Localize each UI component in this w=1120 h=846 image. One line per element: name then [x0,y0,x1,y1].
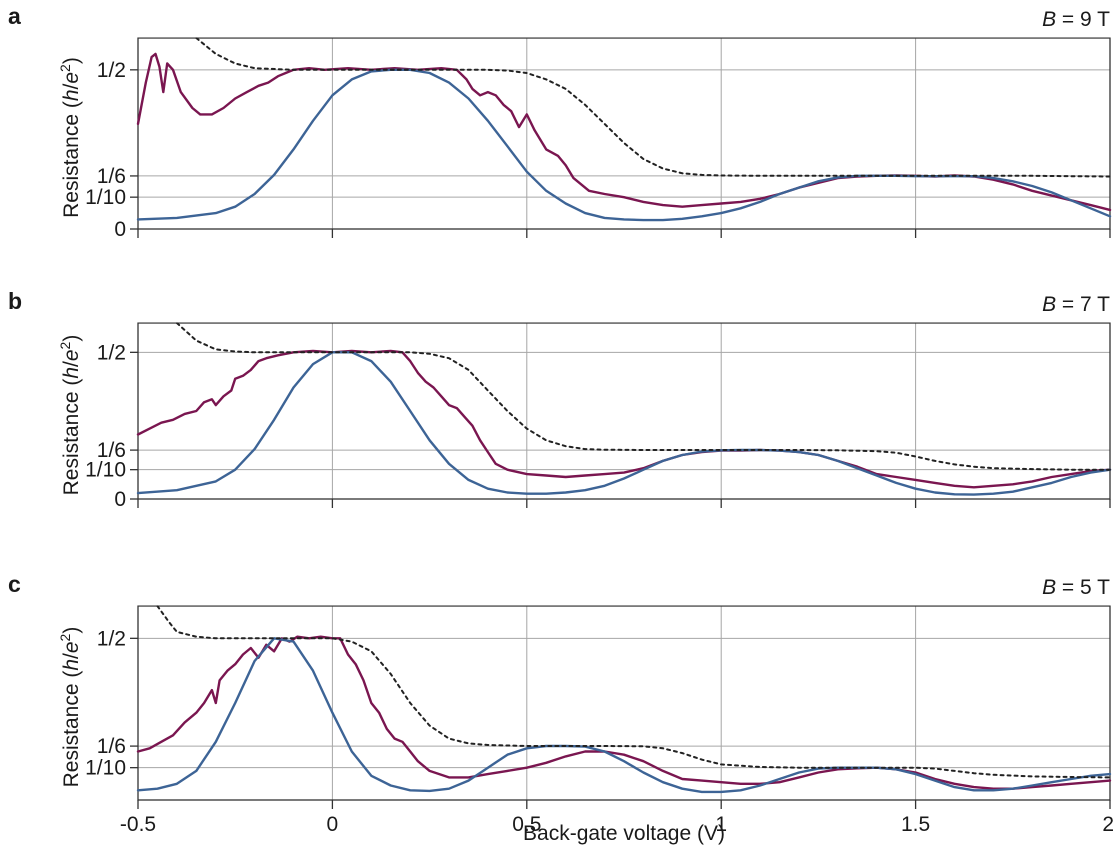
y-tick-label: 1/6 [97,439,126,462]
x-tick-label: -0.5 [120,813,156,836]
panel-letter: b [8,288,22,314]
x-tick-label: 2 [1102,813,1114,836]
x-tick-label: 1.5 [901,813,930,836]
series-line-measured [136,52,1112,212]
y-tick-label: 1/10 [85,186,126,209]
plot-frame [137,605,1111,801]
series-line-ideal [175,322,1111,471]
y-tick-label: 1/2 [97,341,126,364]
y-tick-label: 0 [114,488,126,511]
panel-top-mask [137,594,1111,606]
field-label: B = 5 T [1042,576,1110,599]
panel-letter: c [8,571,21,597]
field-label: B = 9 T [1042,8,1110,31]
series-line-simulated [136,637,1112,794]
y-tick-label: 1/10 [85,757,126,780]
x-tick-label: 0.5 [512,813,541,836]
panel-top-mask [137,311,1111,323]
plot-frame [137,322,1111,500]
plot-frame [137,37,1111,230]
field-label: B = 7 T [1042,293,1110,316]
panel-letter: a [8,3,21,29]
panel-c: 1/101/6 1/2 c B = 5 T Resistance (h/e2​) [8,571,1112,809]
y-axis-label: Resistance (h/e2​) [57,57,83,218]
y-axis-label: Resistance (h/e2​) [57,627,83,788]
panel-a: 0 1/101/6 1/2 a B = 9 T Resistance (h/e2​) [8,3,1112,241]
x-axis-label: Back-gate voltage (V) [523,822,725,845]
y-tick-label: 1/2 [97,627,126,650]
series-line-measured [136,635,1112,790]
y-axis-label: Resistance (h/e2​) [57,335,83,496]
x-tick-label: 1 [715,813,727,836]
y-tick-label: 1/10 [85,459,126,482]
y-tick-label: 0 [114,218,126,241]
series-line-measured [136,349,1112,489]
panel-b: 0 1/101/6 1/2 b B = 7 T Resistance (h/e2​) [8,288,1112,511]
panel-top-mask [137,26,1111,38]
x-tick-label: 0 [327,813,339,836]
y-tick-label: 1/6 [97,165,126,188]
series-line-ideal [195,37,1111,178]
series-line-ideal [156,605,1111,779]
y-tick-label: 1/2 [97,59,126,82]
y-tick-label: 1/6 [97,735,126,758]
